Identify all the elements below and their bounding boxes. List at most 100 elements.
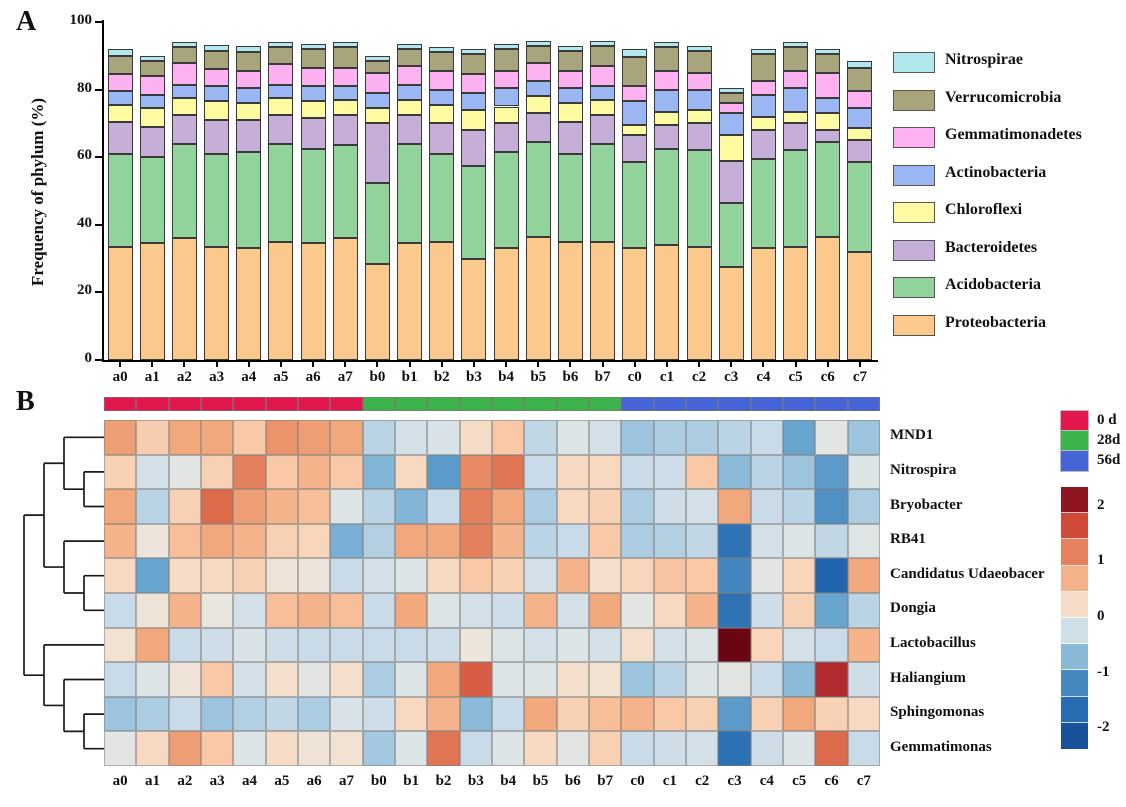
bar-segment-chloroflexi [493, 106, 519, 124]
bar-segment-verrucomicrobia [139, 60, 165, 77]
heatmap-row-label: Candidatus Udaeobacer [890, 565, 1045, 582]
x-tick-mark [633, 362, 636, 367]
legend-label: Nitrospirae [945, 51, 1023, 68]
x-tick-mark [730, 362, 733, 367]
bar-segment-bacteroidetes [332, 114, 358, 146]
bar-segment-bacteroidetes [750, 130, 776, 159]
bar-segment-bacteroidetes [300, 118, 326, 149]
heatmap-cell [492, 558, 525, 593]
heatmap-cell [847, 558, 880, 593]
bar-segment-bacteroidetes [268, 114, 294, 144]
legend-label: Verrucomicrobia [945, 88, 1062, 106]
heatmap-cell [362, 420, 395, 455]
heatmap-cell [298, 420, 331, 455]
heatmap-cell [783, 420, 816, 455]
group-annotation-cell [136, 397, 169, 411]
heatmap-cell [298, 627, 331, 663]
heatmap-cell [427, 731, 460, 766]
bar-segment-nitrospirae [525, 40, 551, 46]
bar-segment-chloroflexi [815, 113, 841, 131]
heatmap-cell [524, 731, 557, 766]
bar-segment-acidobacteria [557, 153, 583, 242]
bar-segment-acidobacteria [397, 143, 423, 244]
bar-segment-bacteroidetes [107, 121, 133, 154]
heatmap-row-label: Haliangium [890, 669, 966, 686]
heatmap-col-label: c6 [824, 773, 839, 789]
heatmap-cell [298, 662, 331, 697]
heatmap-cell [783, 523, 816, 559]
bar-segment-acidobacteria [622, 162, 648, 249]
bar-segment-acidobacteria [525, 141, 551, 237]
x-tick-mark [601, 362, 604, 367]
heatmap-cell [750, 696, 783, 732]
heatmap-col-label: b0 [370, 773, 387, 789]
heatmap-row-label: Bryobacter [890, 496, 963, 513]
panel-a-y-axis-title: Frequency of phylum (%) [28, 97, 47, 287]
x-tick-label: b3 [465, 369, 482, 385]
heatmap-cell [621, 696, 654, 732]
x-tick-label: b5 [530, 369, 547, 385]
bar-segment-gemmatimonadetes [268, 64, 294, 85]
bar-segment-chloroflexi [718, 135, 744, 161]
heatmap-cell [265, 731, 298, 766]
heatmap-cell [750, 593, 783, 628]
heatmap-cell [395, 731, 428, 766]
heatmap-cell [686, 593, 719, 628]
heatmap-cell [815, 627, 848, 663]
heatmap-cell [815, 731, 848, 766]
heatmap-col-label: a1 [144, 773, 160, 789]
x-tick-mark [119, 362, 122, 367]
bar-segment-proteobacteria [204, 246, 230, 360]
heatmap-cell [718, 558, 751, 593]
y-tick-mark [95, 156, 102, 159]
heatmap-cell [233, 627, 266, 663]
heatmap-row-label: Sphingomonas [890, 704, 985, 721]
legend-swatch-nitrospirae [893, 52, 935, 73]
colorbar-block [1061, 644, 1088, 671]
heatmap-cell [201, 593, 234, 628]
heatmap-cell [492, 489, 525, 524]
heatmap-row-label: Lactobacillus [890, 634, 976, 651]
bar-segment-nitrospirae [654, 42, 680, 48]
x-tick-mark [505, 362, 508, 367]
bar-segment-bacteroidetes [654, 125, 680, 149]
heatmap-cell [783, 696, 816, 732]
group-annotation-cell [459, 397, 492, 411]
heatmap-cell [298, 593, 331, 628]
bar-segment-gemmatimonadetes [139, 76, 165, 95]
heatmap-cell [104, 420, 137, 455]
group-annotation-cell [783, 397, 816, 411]
heatmap-cell [783, 558, 816, 593]
group-annotation-cell [362, 397, 395, 411]
heatmap-col-label: c0 [630, 773, 645, 789]
heatmap-cell [298, 558, 331, 593]
heatmap-cell [621, 593, 654, 628]
heatmap-col-label: a6 [306, 773, 322, 789]
x-tick-label: b0 [369, 369, 386, 385]
y-tick-mark [95, 291, 102, 294]
bar-segment-nitrospirae [107, 49, 133, 56]
bar-segment-acidobacteria [139, 157, 165, 244]
heatmap-col-label: a2 [177, 773, 193, 789]
x-tick-label: a4 [241, 369, 257, 385]
heatmap-cell [362, 593, 395, 628]
bar-segment-verrucomicrobia [107, 55, 133, 75]
group-annotation-cell [265, 397, 298, 411]
bar-segment-proteobacteria [461, 258, 487, 360]
heatmap-cell [233, 558, 266, 593]
heatmap-cell [556, 420, 589, 455]
bar-segment-actinobacteria [268, 84, 294, 99]
bar-segment-acidobacteria [493, 152, 519, 249]
bar-segment-actinobacteria [750, 94, 776, 117]
y-tick-label: 80 [77, 79, 92, 96]
heatmap-cell [330, 558, 363, 593]
x-tick-label: c2 [691, 369, 707, 385]
group-annotation-cell [686, 397, 719, 411]
bar-segment-acidobacteria [204, 153, 230, 247]
bar-segment-gemmatimonadetes [557, 71, 583, 88]
y-tick-mark [95, 359, 102, 361]
heatmap-cell [653, 420, 686, 455]
x-tick-mark [247, 362, 250, 367]
heatmap-cell [589, 696, 622, 732]
dendrogram-svg [23, 436, 104, 750]
